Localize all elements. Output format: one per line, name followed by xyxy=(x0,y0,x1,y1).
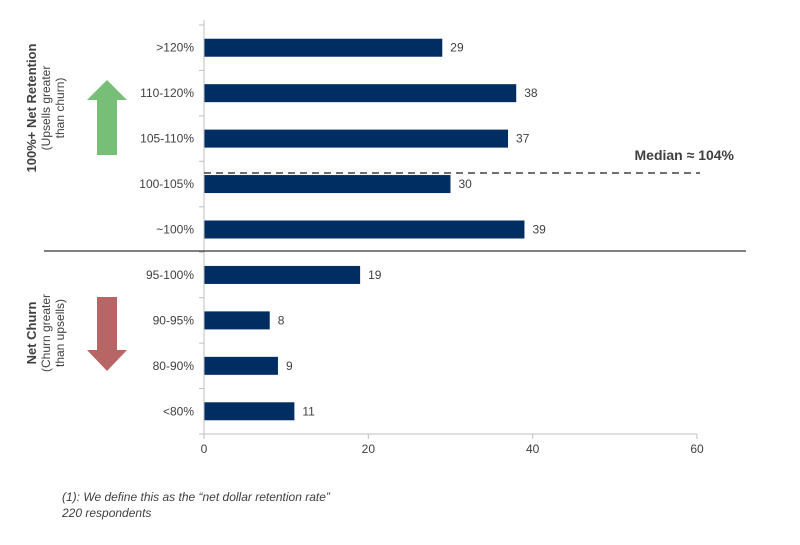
value-label: 8 xyxy=(278,313,285,327)
value-label: 38 xyxy=(524,86,538,100)
value-label: 37 xyxy=(516,132,530,146)
bar xyxy=(204,175,451,194)
value-labels: 29 38 37 30 39 19 8 9 11 xyxy=(278,41,546,419)
category-label: ~100% xyxy=(156,223,194,237)
bar xyxy=(204,129,509,148)
up-arrow-icon xyxy=(87,80,127,155)
footnote-respondents: 220 respondents xyxy=(62,506,152,520)
value-label: 39 xyxy=(532,223,546,237)
category-label: 80-90% xyxy=(153,359,195,373)
value-label: 29 xyxy=(450,41,464,55)
category-label: 90-95% xyxy=(153,313,195,327)
bar xyxy=(204,402,295,421)
category-label: 95-100% xyxy=(146,268,194,282)
x-tick-label: 0 xyxy=(201,442,208,456)
category-label: 105-110% xyxy=(140,132,194,146)
category-label: 110-120% xyxy=(140,86,194,100)
bar xyxy=(204,265,361,284)
bar xyxy=(204,311,270,330)
bar xyxy=(204,38,443,57)
x-axis: 0 20 40 60 xyxy=(199,20,704,456)
bar xyxy=(204,220,525,239)
x-tick-label: 40 xyxy=(526,442,540,456)
group-churn: Net Churn (Churn greater than upsells) xyxy=(24,294,127,372)
x-tick-label: 60 xyxy=(690,442,704,456)
category-label: <80% xyxy=(163,404,194,418)
value-label: 11 xyxy=(302,404,315,418)
footnote-definition: (1): We define this as the “net dollar r… xyxy=(62,490,330,504)
group-churn-subtitle-line1: (Churn greater xyxy=(39,294,53,372)
x-tick-label: 20 xyxy=(362,442,376,456)
group-churn-title: Net Churn xyxy=(24,302,39,365)
value-label: 9 xyxy=(286,359,293,373)
category-label: >120% xyxy=(156,41,194,55)
value-label: 19 xyxy=(368,268,382,282)
bar xyxy=(204,84,517,103)
down-arrow-icon xyxy=(87,297,127,371)
group-retention-title: 100%+ Net Retention xyxy=(24,43,39,172)
value-label: 30 xyxy=(459,177,473,191)
group-retention-subtitle-line2: than churn) xyxy=(53,78,67,139)
group-retention-subtitle-line1: (Upsells greater xyxy=(39,66,53,151)
group-churn-subtitle-line2: than upsells) xyxy=(53,299,67,367)
bars-group xyxy=(204,38,525,421)
group-retention: 100%+ Net Retention (Upsells greater tha… xyxy=(24,43,127,172)
category-labels: >120% 110-120% 105-110% 100-105% ~100% 95-100… xyxy=(139,41,194,419)
median-label: Median ≈ 104% xyxy=(635,147,735,163)
bar xyxy=(204,356,278,375)
category-label: 100-105% xyxy=(139,177,194,191)
